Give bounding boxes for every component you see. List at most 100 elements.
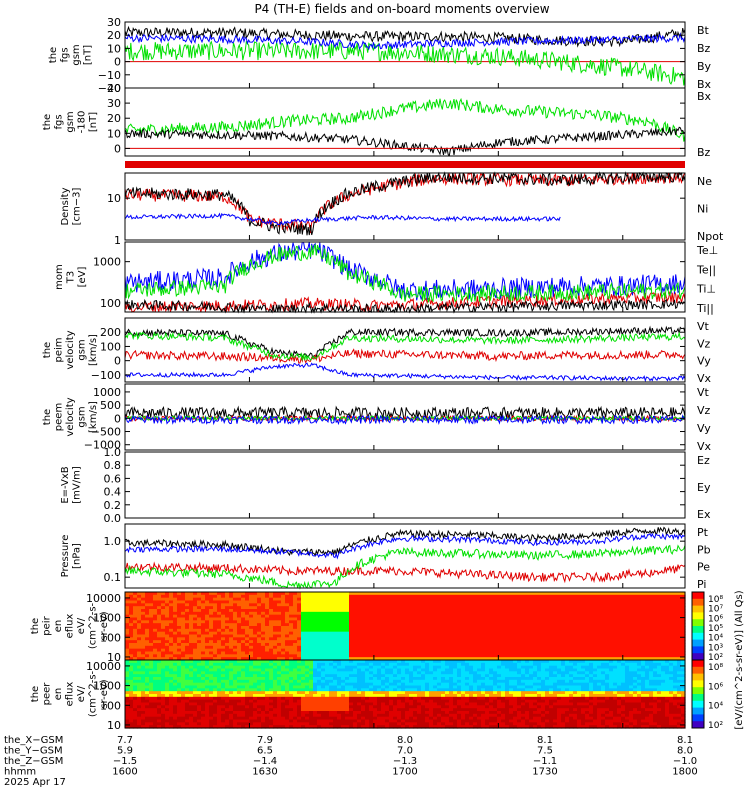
spectrogram-cell — [133, 691, 138, 695]
spectrogram-cell — [273, 665, 278, 670]
spectrogram-cell — [565, 654, 570, 658]
spectrogram-cell — [385, 592, 390, 596]
spectrogram-cell — [409, 603, 414, 607]
spectrogram-cell — [333, 685, 338, 689]
spectrogram-cell — [533, 651, 538, 655]
spectrogram-cell — [309, 702, 314, 706]
spectrogram-cell — [269, 623, 274, 627]
spectrogram-cell — [141, 620, 146, 624]
spectrogram-cell — [261, 702, 266, 706]
spectrogram-cell — [385, 594, 390, 599]
spectrogram-cell — [301, 611, 306, 616]
spectrogram-cell — [541, 634, 546, 638]
spectrogram-cell — [581, 600, 586, 604]
spectrogram-cell — [353, 671, 358, 675]
spectrogram-cell — [249, 643, 254, 647]
spectrogram-cell — [317, 719, 322, 723]
spectrogram-cell — [605, 623, 610, 627]
spectrogram-cell — [261, 674, 266, 678]
series-line-Vx — [124, 362, 686, 383]
spectrogram-cell — [209, 648, 214, 653]
spectrogram-cell — [309, 631, 314, 636]
spectrogram-cell — [341, 600, 346, 604]
spectrogram-cell — [357, 609, 362, 613]
spectrogram-cell — [213, 713, 218, 718]
spectrogram-cell — [129, 725, 134, 729]
spectrogram-cell — [145, 609, 150, 613]
spectrogram-cell — [421, 628, 426, 633]
spectrogram-cell — [337, 637, 342, 641]
spectrogram-cell — [257, 719, 262, 723]
spectrogram-cell — [433, 645, 438, 650]
spectrogram-cell — [229, 662, 234, 667]
spectrogram-cell — [153, 614, 158, 619]
spectrogram-cell — [225, 631, 230, 636]
spectrogram-cell — [253, 603, 258, 607]
spectrogram-cell — [305, 716, 310, 721]
spectrogram-cell — [577, 645, 582, 650]
spectrogram-cell — [525, 600, 530, 604]
spectrogram-cell — [149, 713, 154, 718]
spectrogram-cell — [337, 620, 342, 624]
spectrogram-cell — [261, 719, 266, 723]
spectrogram-cell — [613, 623, 618, 627]
spectrogram-cell — [193, 651, 198, 655]
spectrogram-cell — [393, 648, 398, 653]
spectrogram-cell — [385, 628, 390, 633]
spectrogram-cell — [613, 654, 618, 658]
spectrogram-cell — [297, 702, 302, 706]
spectrogram-cell — [313, 643, 318, 647]
spectrogram-cell — [621, 634, 626, 638]
spectrogram-cell — [285, 637, 290, 641]
spectrogram-cell — [417, 600, 422, 604]
spectrogram-cell — [277, 671, 282, 675]
spectrogram-cell — [265, 634, 270, 638]
spectrogram-cell — [513, 643, 518, 647]
spectrogram-cell — [517, 640, 522, 644]
spectrogram-cell — [229, 597, 234, 602]
spectrogram-cell — [265, 708, 270, 712]
spectrogram-cell — [493, 597, 498, 602]
spectrogram-cell — [153, 645, 158, 650]
spectrogram-cell — [569, 611, 574, 616]
spectrogram-cell — [445, 648, 450, 653]
spectrogram-cell — [129, 617, 134, 621]
spectrogram-cell — [445, 643, 450, 647]
spectrogram-cell — [225, 606, 230, 610]
spectrogram-cell — [305, 694, 310, 698]
spectrogram-cell — [461, 637, 466, 641]
spectrogram-cell — [157, 699, 162, 704]
spectrogram-cell — [137, 716, 142, 721]
spectrogram-cell — [565, 645, 570, 650]
spectrogram-cell — [561, 594, 566, 599]
spectrogram-cell — [421, 597, 426, 602]
spectrogram-cell — [533, 623, 538, 627]
spectrogram-cell — [229, 685, 234, 689]
spectrogram-cell — [169, 716, 174, 721]
spectrogram-cell — [337, 671, 342, 675]
spectrogram-cell — [217, 643, 222, 647]
spectrogram-cell — [253, 654, 258, 658]
spectrogram-cell — [289, 643, 294, 647]
spectrogram-cell — [477, 640, 482, 644]
spectrogram-cell — [141, 614, 146, 619]
spectrogram-cell — [593, 648, 598, 653]
spectrogram-cell — [573, 654, 578, 658]
spectrogram-cell — [161, 662, 166, 667]
spectrogram-cell — [601, 609, 606, 613]
spectrogram-cell — [401, 614, 406, 619]
spectrogram-cell — [521, 623, 526, 627]
spectrogram-cell — [161, 651, 166, 655]
spectrogram-cell — [221, 694, 226, 698]
spectrogram-cell — [673, 645, 678, 650]
spectrogram-cell — [285, 677, 290, 681]
spectrogram-cell — [177, 648, 182, 653]
spectrogram-cell — [353, 603, 358, 607]
spectrogram-cell — [385, 597, 390, 602]
spectrogram-cell — [457, 626, 462, 630]
spectrogram-cell — [517, 645, 522, 650]
spectrogram-cell — [225, 614, 230, 619]
spectrogram-cell — [609, 606, 614, 610]
spectrogram-cell — [213, 662, 218, 667]
spectrogram-cell — [189, 677, 194, 681]
